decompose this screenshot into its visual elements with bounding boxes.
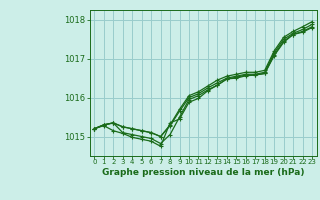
X-axis label: Graphe pression niveau de la mer (hPa): Graphe pression niveau de la mer (hPa) xyxy=(102,168,304,177)
